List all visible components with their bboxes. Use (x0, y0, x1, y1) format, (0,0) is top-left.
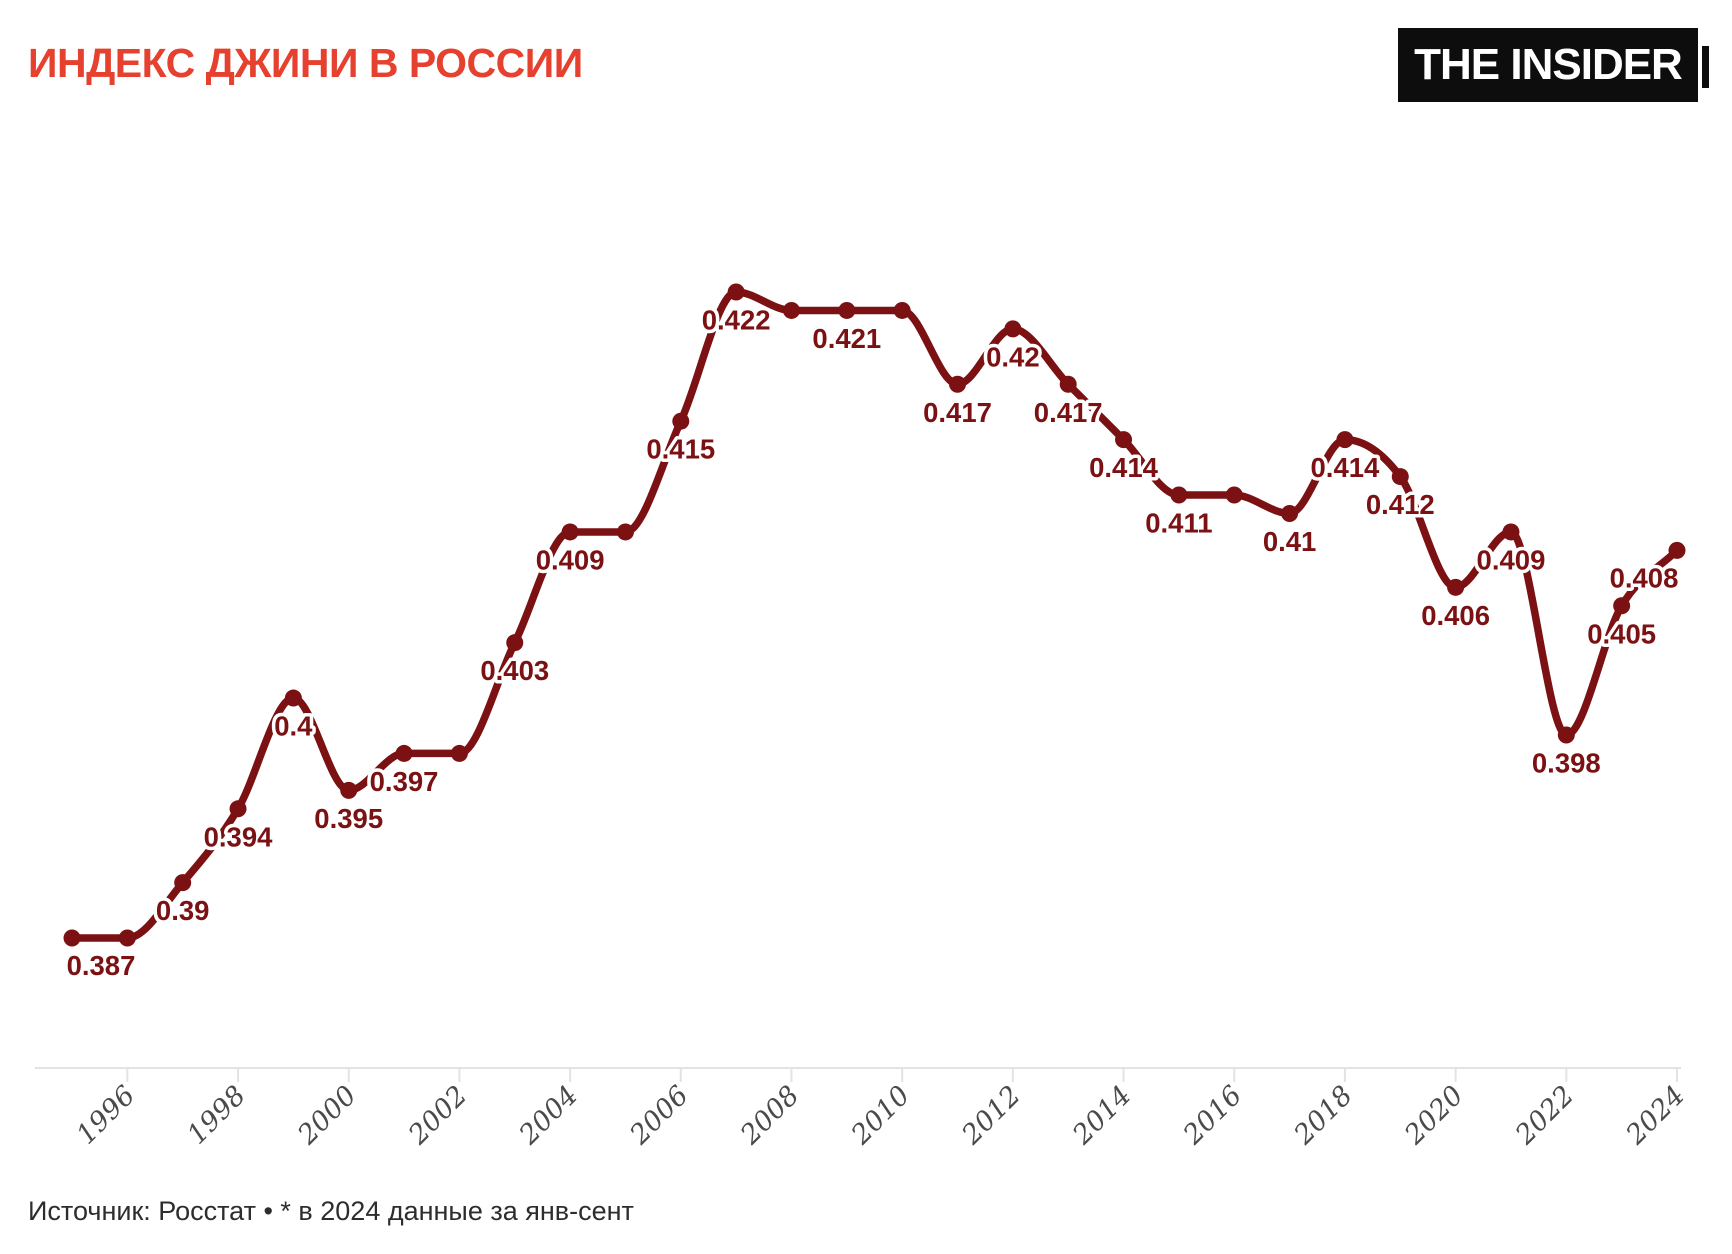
x-axis-tick-label: 2010 (845, 1080, 916, 1151)
data-point-label: 0.397 (370, 766, 439, 797)
data-point (1668, 541, 1686, 559)
data-point-label: 0.409 (536, 544, 605, 575)
data-point-label: 0.421 (812, 323, 881, 354)
data-point (1557, 726, 1575, 744)
data-point (1502, 523, 1520, 541)
data-point (1281, 504, 1299, 522)
x-axis-tick-label: 2020 (1398, 1080, 1469, 1151)
data-point-label: 0.405 (1587, 618, 1656, 649)
data-point (450, 744, 468, 762)
page-title: ИНДЕКС ДЖИНИ В РОССИИ (28, 40, 583, 86)
data-point (616, 523, 634, 541)
data-point-label: 0.412 (1366, 489, 1435, 520)
data-point (1447, 578, 1465, 596)
x-axis-tick-label: 2004 (513, 1080, 584, 1151)
x-axis-tick-label: 1998 (181, 1080, 252, 1151)
data-point-label: 0.387 (67, 950, 136, 981)
data-point (63, 929, 81, 947)
data-point (395, 744, 413, 762)
data-point-label: 0.395 (314, 803, 383, 834)
x-axis-tick-label: 2014 (1066, 1080, 1137, 1151)
source-note: Источник: Росстат • * в 2024 данные за я… (28, 1196, 634, 1226)
data-point-label: 0.398 (1532, 747, 1601, 778)
data-point (838, 301, 856, 319)
data-point (118, 929, 136, 947)
data-point-label: 0.417 (1034, 397, 1103, 428)
data-point (229, 800, 247, 818)
data-point (949, 375, 967, 393)
data-point-label: 0.414 (1311, 452, 1381, 483)
data-point (561, 523, 579, 541)
data-point-label: 0.39 (156, 895, 210, 926)
data-point (782, 301, 800, 319)
data-point-label: 0.42 (986, 341, 1040, 372)
data-point (1115, 431, 1133, 449)
data-point (1391, 468, 1409, 486)
x-axis-tick-label: 2018 (1288, 1080, 1359, 1151)
the-insider-logo: THE INSIDER (1398, 28, 1698, 102)
data-point (1004, 320, 1022, 338)
data-point (1225, 486, 1243, 504)
x-axis-tick-label: 1996 (71, 1080, 142, 1151)
the-insider-logo-text: THE INSIDER (1414, 40, 1683, 89)
data-point-label: 0.408 (1610, 562, 1679, 593)
data-point (1170, 486, 1188, 504)
data-point-label: 0.414 (1089, 452, 1159, 483)
x-axis-tick-label: 2024 (1620, 1080, 1691, 1151)
x-axis-tick-label: 2006 (624, 1080, 695, 1151)
x-axis-tick-label: 2000 (291, 1080, 362, 1151)
data-point-label: 0.417 (923, 397, 992, 428)
x-axis-tick-label: 2012 (956, 1080, 1027, 1151)
data-point (727, 283, 745, 301)
data-point (893, 301, 911, 319)
data-point (174, 874, 192, 892)
x-axis-tick-label: 2002 (402, 1080, 473, 1151)
data-point-label: 0.406 (1421, 600, 1490, 631)
data-point-label: 0.411 (1145, 508, 1212, 539)
data-point (284, 689, 302, 707)
data-point (1059, 375, 1077, 393)
data-point (506, 634, 524, 652)
data-point-label: 0.415 (646, 434, 715, 465)
data-point-label: 0.422 (702, 305, 771, 336)
logo-cursor-bar (1702, 46, 1709, 88)
data-point (1336, 431, 1354, 449)
x-axis-tick-label: 2016 (1177, 1080, 1248, 1151)
data-point-label: 0.41 (1263, 526, 1317, 557)
data-point-label: 0.4 (274, 711, 313, 742)
data-point-label: 0.409 (1477, 544, 1546, 575)
data-point-label: 0.394 (204, 821, 274, 852)
data-point (340, 781, 358, 799)
data-point (1613, 597, 1631, 615)
data-point (672, 412, 690, 430)
x-axis-tick-label: 2022 (1509, 1080, 1580, 1151)
data-point-label: 0.403 (480, 655, 549, 686)
x-axis-tick-label: 2008 (734, 1080, 805, 1151)
